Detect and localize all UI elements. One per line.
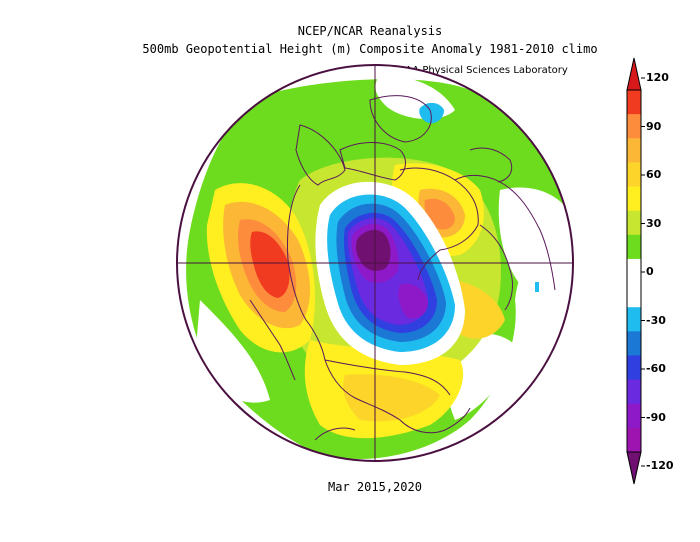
colorbar-tick-label: 30 — [646, 216, 662, 230]
colorbar-bin — [627, 210, 641, 236]
colorbar-tick-label: 0 — [646, 265, 654, 278]
colorbar-bin — [627, 234, 641, 260]
colorbar-tick-label: 120 — [646, 71, 669, 84]
colorbar-tick-label: 60 — [646, 168, 662, 181]
colorbar-tick-label: -30 — [646, 313, 666, 327]
colorbar-tick-label: -120 — [646, 459, 674, 472]
colorbar-bin — [627, 186, 641, 212]
anomaly-field — [177, 65, 573, 461]
date-footer: Mar 2015,2020 — [328, 480, 422, 494]
colorbar-bin — [627, 90, 641, 115]
colorbar-tick-label: -90 — [646, 410, 666, 424]
colorbar-tick-label: -60 — [646, 362, 666, 375]
colorbar-bin — [627, 138, 641, 163]
credit-label: NOAA Physical Sciences Laboratory — [390, 65, 568, 76]
map-boundary — [176, 64, 574, 462]
colorbar-bin — [627, 307, 641, 332]
colorbar-top-arrow — [626, 57, 642, 91]
colorbar-bin — [627, 427, 641, 453]
colorbar — [626, 57, 645, 485]
colorbar-bin — [627, 283, 641, 308]
colorbar-bin — [627, 162, 641, 188]
colorbar-bottom-arrow — [626, 451, 642, 485]
colorbar-bin — [627, 379, 641, 405]
colorbar-bin — [627, 403, 641, 429]
colorbar-tick-label: 90 — [646, 119, 662, 133]
map-title: NCEP/NCAR Reanalysis — [297, 24, 443, 38]
colorbar-bin — [627, 114, 641, 139]
colorbar-bin — [627, 355, 641, 381]
colorbar-bin — [627, 258, 641, 284]
colorbar-bin — [627, 331, 641, 356]
map-subtitle: 500mb Geopotential Height (m) Composite … — [142, 42, 598, 56]
